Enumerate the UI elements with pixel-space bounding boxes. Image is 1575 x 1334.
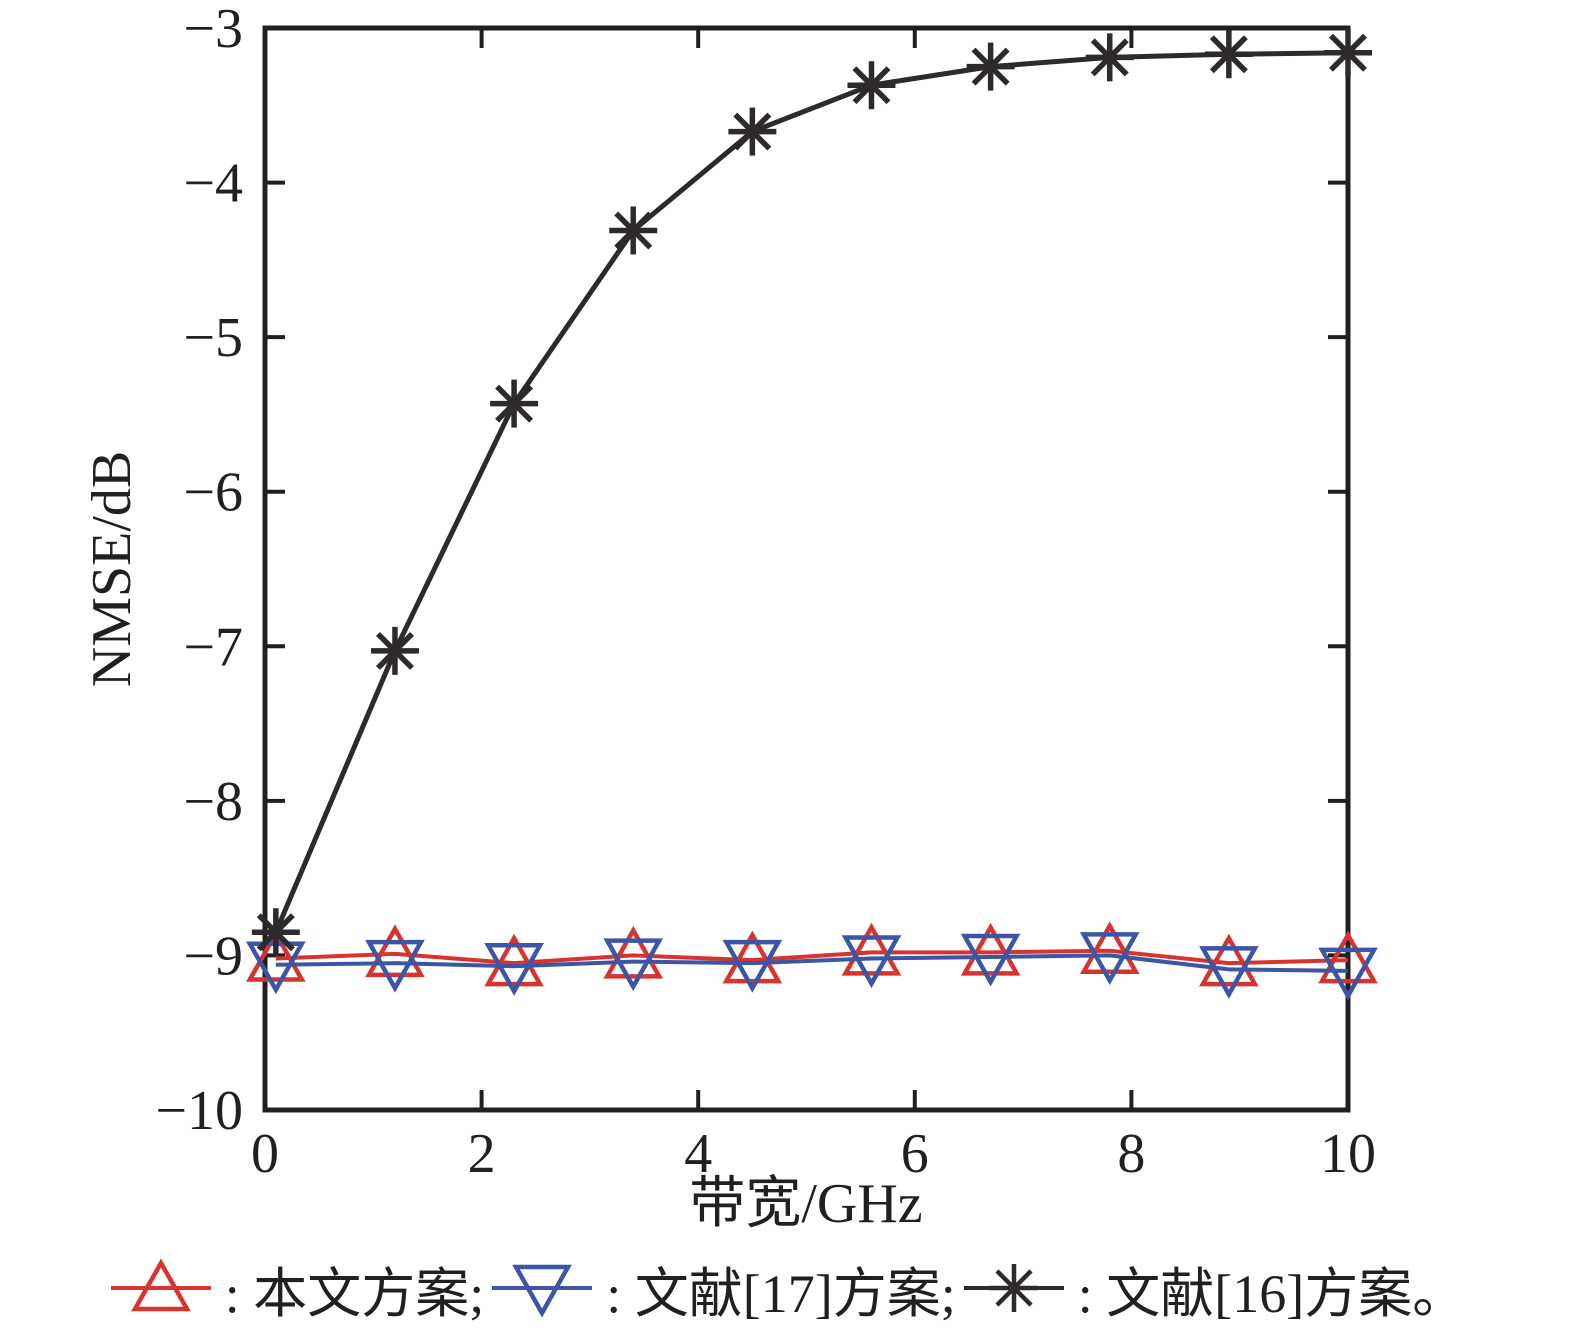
triangle-up-marker	[484, 933, 544, 987]
triangle-down-marker	[365, 939, 425, 993]
legend-item-ref16: : 文献[16]方案。	[962, 1249, 1466, 1328]
triangle-up-marker	[1199, 933, 1259, 987]
x-axis-label: 带宽/GHz	[689, 1173, 922, 1235]
triangle-up-marker	[1079, 921, 1140, 975]
y-axis-label: NMSE/dB	[81, 451, 143, 688]
y-tick-label: −4	[183, 153, 243, 215]
asterisk-marker	[495, 384, 534, 423]
x-tick-label: 2	[468, 1123, 496, 1185]
asterisk-marker	[256, 913, 295, 952]
series-line	[273, 50, 1349, 934]
asterisk-marker	[375, 631, 414, 670]
triangle-down-marker	[722, 939, 783, 993]
series-0-markers	[245, 921, 1378, 987]
triangle-down-marker	[1079, 932, 1140, 986]
legend-label: : 本文方案;	[224, 1263, 485, 1324]
triangle-down-marker	[484, 942, 544, 996]
triangle-down-marker	[841, 935, 902, 989]
asterisk-marker	[733, 112, 772, 151]
triangle-up-marker	[722, 930, 783, 984]
x-tick-label: 0	[251, 1123, 279, 1185]
series-2-markers	[251, 28, 1372, 957]
legend-label: : 文献[16]方案。	[1077, 1263, 1467, 1324]
asterisk-marker	[852, 66, 891, 105]
triangle-down-marker	[512, 1264, 573, 1318]
asterisk-icon	[963, 1264, 1064, 1312]
legend: : 本文方案; : 文献[17]方案; : 文献[16]方案。	[0, 1242, 1575, 1334]
triangle-up-marker	[841, 922, 902, 976]
asterisk-marker	[1090, 38, 1129, 77]
triangle-up-marker	[960, 922, 1021, 976]
chart-canvas: NMSE/dB 带宽/GHz 0 2 4 6 8 10 −10 −9 −8 −7 −6 −5 −4 −3	[81, 0, 1378, 1235]
series-0-line	[275, 948, 1349, 966]
asterisk-marker	[1329, 33, 1367, 72]
asterisk-marker	[614, 211, 653, 250]
y-tick-label: −6	[183, 462, 243, 524]
series-1-markers	[245, 932, 1378, 1001]
triangle-down-marker	[960, 933, 1021, 987]
asterisk-marker	[971, 47, 1010, 86]
series-line	[275, 948, 1349, 966]
legend-item-ref17: : 文献[17]方案;	[490, 1249, 956, 1328]
y-tick-label: −5	[183, 307, 243, 369]
y-tick-label: −3	[183, 0, 243, 60]
triangle-down-marker	[1199, 946, 1259, 999]
series-1-line	[275, 953, 1349, 973]
triangle-up-marker	[1318, 930, 1378, 984]
x-tick-label: 6	[901, 1123, 929, 1185]
x-tick-label: 4	[684, 1123, 712, 1185]
x-tick-label: 8	[1117, 1123, 1145, 1185]
legend-item-benwen: : 本文方案;	[109, 1249, 485, 1328]
triangle-up-marker	[365, 924, 425, 978]
series-line	[275, 953, 1349, 973]
y-tick-label: −9	[183, 925, 243, 987]
series-2-line	[273, 50, 1349, 934]
triangle-down-marker	[603, 938, 664, 992]
y-tick-label: −10	[155, 1080, 243, 1142]
y-tick-label: −7	[183, 616, 243, 678]
triangle-up-marker	[603, 925, 664, 979]
y-tick-label: −8	[183, 771, 243, 833]
triangle-down-icon	[492, 1264, 593, 1318]
triangle-up-icon	[110, 1258, 211, 1312]
asterisk-marker	[995, 1269, 1033, 1307]
triangle-up-marker	[245, 928, 306, 982]
plot-box	[262, 25, 1351, 1113]
triangle-up-marker	[130, 1258, 191, 1312]
x-tick-label: 10	[1320, 1123, 1376, 1185]
asterisk-marker	[1209, 35, 1248, 74]
triangle-down-marker	[1318, 947, 1378, 1001]
legend-label: : 文献[17]方案;	[606, 1263, 956, 1324]
